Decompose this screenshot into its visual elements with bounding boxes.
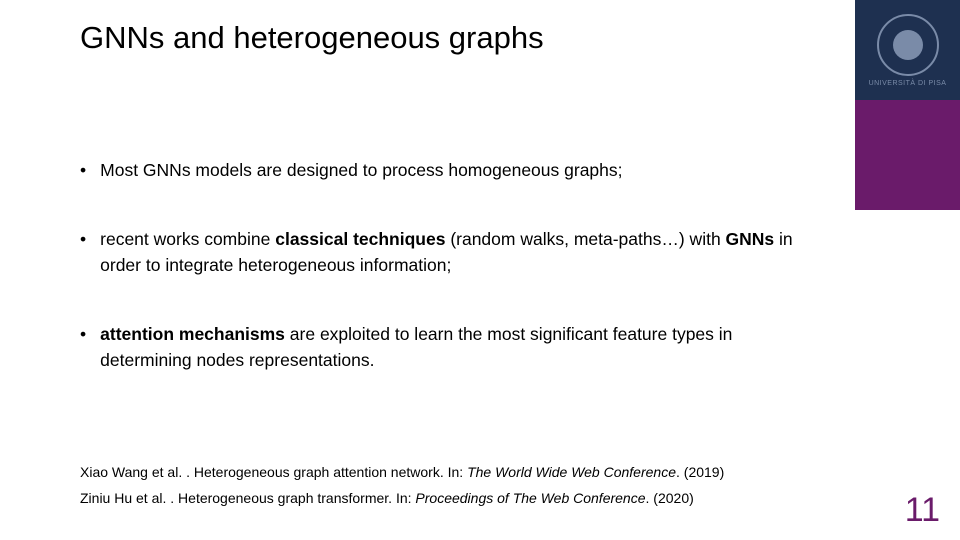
slide-title: GNNs and heterogeneous graphs (80, 20, 544, 56)
bullet-item: • attention mechanisms are exploited to … (80, 322, 820, 373)
bullet-text-segment: recent works combine (100, 229, 275, 249)
slide: UNIVERSITÀ DI PISA GNNs and heterogeneou… (0, 0, 960, 540)
reference-text: . (2020) (646, 490, 694, 506)
bullet-text-bold: attention mechanisms (100, 324, 285, 344)
bullet-item: • recent works combine classical techniq… (80, 227, 820, 278)
reference-line: Xiao Wang et al. . Heterogeneous graph a… (80, 460, 840, 486)
sidebar: UNIVERSITÀ DI PISA (855, 0, 960, 540)
content-area: • Most GNNs models are designed to proce… (80, 158, 820, 417)
references: Xiao Wang et al. . Heterogeneous graph a… (80, 460, 840, 512)
bullet-text-bold: classical techniques (275, 229, 445, 249)
seal-label: UNIVERSITÀ DI PISA (869, 80, 947, 87)
seal-inner-icon (893, 30, 923, 60)
page-number: 11 (905, 491, 940, 530)
bullet-text-segment: (random walks, meta-paths…) with (445, 229, 725, 249)
reference-text: Ziniu Hu et al. . Heterogeneous graph tr… (80, 490, 415, 506)
bullet-marker-icon: • (80, 322, 86, 373)
reference-line: Ziniu Hu et al. . Heterogeneous graph tr… (80, 486, 840, 512)
reference-text: Xiao Wang et al. . Heterogeneous graph a… (80, 464, 467, 480)
bullet-text: attention mechanisms are exploited to le… (100, 322, 820, 373)
purple-accent-box (855, 100, 960, 210)
bullet-marker-icon: • (80, 227, 86, 278)
university-seal-box: UNIVERSITÀ DI PISA (855, 0, 960, 100)
bullet-item: • Most GNNs models are designed to proce… (80, 158, 820, 183)
bullet-text: Most GNNs models are designed to process… (100, 158, 622, 183)
bullet-text-bold: GNNs (726, 229, 775, 249)
bullet-marker-icon: • (80, 158, 86, 183)
reference-italic: Proceedings of The Web Conference (415, 490, 645, 506)
reference-text: . (2019) (676, 464, 724, 480)
seal-circle-icon (877, 14, 939, 76)
reference-italic: The World Wide Web Conference (467, 464, 676, 480)
bullet-text: recent works combine classical technique… (100, 227, 820, 278)
